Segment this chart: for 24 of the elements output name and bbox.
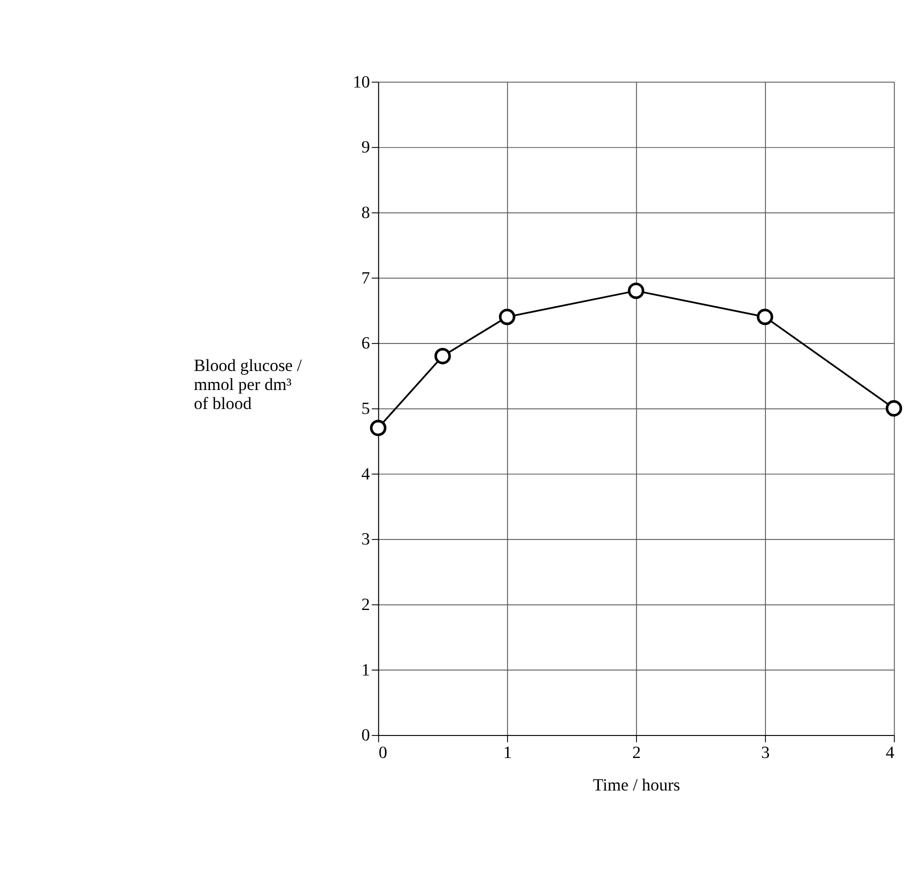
y-tick-label: 4	[361, 464, 370, 484]
y-tick-label: 2	[361, 594, 370, 614]
x-axis-title: Time / hours	[592, 775, 680, 794]
y-tick-label: 10	[352, 72, 370, 92]
x-tick-label: 2	[632, 742, 641, 762]
x-tick-label: 1	[503, 742, 512, 762]
point	[628, 282, 644, 299]
point	[370, 420, 386, 436]
point	[886, 400, 902, 417]
point	[756, 308, 774, 326]
y-tick-label: 1	[361, 660, 370, 680]
y-tick-label: 5	[361, 398, 370, 418]
y-tick-label: 8	[361, 202, 370, 222]
point	[434, 348, 451, 364]
y-tick-label: 0	[361, 726, 370, 745]
y-axis-title: Blood glucose / mmol per dm³ of blood	[194, 356, 302, 413]
y-tick-label: 3	[361, 530, 370, 549]
y-tick-label: 6	[361, 334, 370, 353]
point	[498, 308, 516, 326]
y-tick-label: 9	[361, 138, 370, 157]
x-tick-label: 0	[378, 742, 388, 762]
x-tick-label: 4	[886, 742, 895, 762]
x-tick-label: 3	[761, 742, 770, 762]
y-tick-label: 7	[361, 268, 370, 288]
